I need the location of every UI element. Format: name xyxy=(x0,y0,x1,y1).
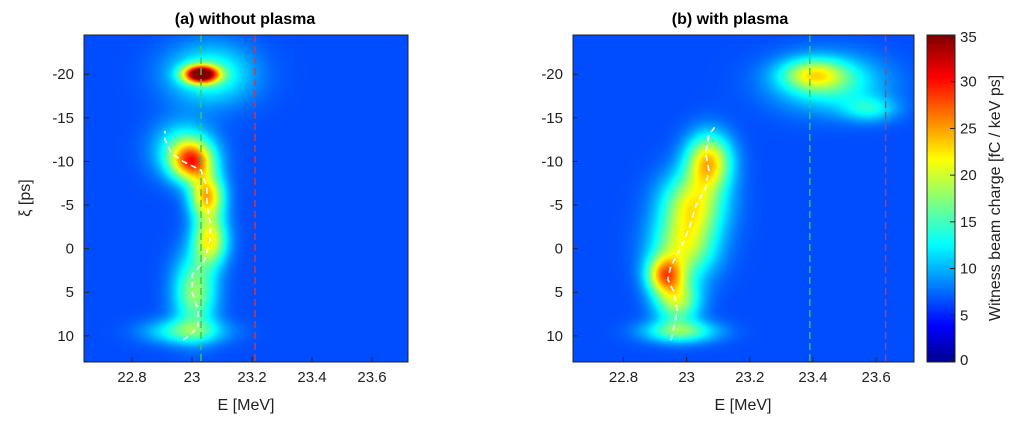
panel-a-ytick-label: -5 xyxy=(61,197,74,214)
panel-a-xtick-label: 23.4 xyxy=(297,369,326,386)
panel-a-title: (a) without plasma xyxy=(175,11,316,28)
panel-a-ytick-label: -15 xyxy=(52,110,74,127)
colorbar-tick-label: 35 xyxy=(960,29,977,46)
panel-b-ytick-label: 5 xyxy=(555,284,563,301)
panel-a-ytick-label: -10 xyxy=(52,153,74,170)
colorbar-tick-label: 5 xyxy=(960,307,968,324)
panel-b-ytick-label: -20 xyxy=(541,66,563,83)
panel-a-xlabel: E [MeV] xyxy=(218,397,275,414)
colorbar-tick-label: 20 xyxy=(960,167,977,184)
panel-b-ytick-label: -10 xyxy=(541,153,563,170)
colorbar-tick-label: 30 xyxy=(960,74,977,91)
colorbar: 0 5 10 15 20 25 30 35 Witness beam charge [fC /… xyxy=(926,29,1004,369)
panel-a-ytick-label: 10 xyxy=(57,328,74,345)
colorbar-tick-label: 0 xyxy=(960,352,968,369)
panel-a-centroid-line xyxy=(164,130,211,341)
panel-a-xtick-label: 23 xyxy=(184,369,201,386)
panel-b-xtick-label: 23.6 xyxy=(862,369,891,386)
colorbar-label: Witness beam charge [fC / keV ps] xyxy=(987,75,1004,321)
colorbar-gradient xyxy=(927,35,955,362)
colorbar-tick-label: 25 xyxy=(960,120,977,137)
panel-a-ylabel: ξ [ps] xyxy=(17,179,34,216)
panel-b-heatmap xyxy=(573,35,914,362)
colorbar-frame xyxy=(926,34,956,363)
panel-b-frame xyxy=(572,34,915,363)
panel-b-ytick-label: -5 xyxy=(550,197,563,214)
panel-b-xlabel: E [MeV] xyxy=(715,397,772,414)
panel-b-xtick-label: 23.4 xyxy=(798,369,827,386)
panel-a-ytick-label: 5 xyxy=(66,284,74,301)
colorbar-tick-label: 15 xyxy=(960,214,977,231)
panel-a-ytick-label: 0 xyxy=(66,241,74,258)
panel-b-xtick-label: 23 xyxy=(678,369,695,386)
panel-a-xtick-label: 23.6 xyxy=(357,369,386,386)
panel-a-ytick-label: -20 xyxy=(52,66,74,83)
panel-a-xtick-label: 23.2 xyxy=(237,369,266,386)
panel-b-centroid-line xyxy=(666,126,716,341)
panel-b-xtick-label: 22.8 xyxy=(609,369,638,386)
panel-a-frame xyxy=(83,34,409,363)
panel-a-heatmap xyxy=(84,35,408,362)
colorbar-tick-label: 10 xyxy=(960,261,977,278)
panel-a-xtick-label: 22.8 xyxy=(117,369,146,386)
panel-b-ytick-label: 0 xyxy=(555,241,563,258)
panel-b-ytick-label: 10 xyxy=(546,328,563,345)
panel-a: (a) without plasma 22.8 23 23.2 23.4 23.6 -20… xyxy=(17,11,409,414)
panel-b: (b) with plasma 22.8 23 23.2 23.4 23.6 -20 -15… xyxy=(541,11,915,414)
panel-b-title: (b) with plasma xyxy=(672,11,789,28)
panel-b-ytick-label: -15 xyxy=(541,110,563,127)
panel-b-xtick-label: 23.2 xyxy=(735,369,764,386)
